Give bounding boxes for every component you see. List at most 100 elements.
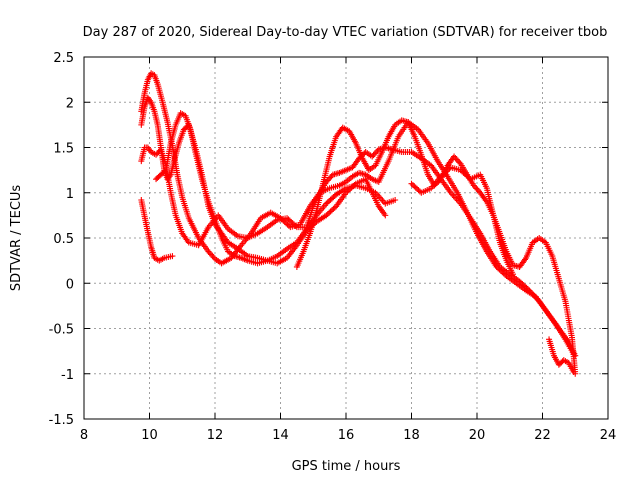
data-point xyxy=(278,216,285,223)
y-tick-label: 0.5 xyxy=(53,232,74,247)
data-point xyxy=(456,159,463,166)
data-point xyxy=(453,156,460,163)
data-point xyxy=(370,152,377,159)
y-axis-label: SDTVAR / TECUs xyxy=(9,185,24,292)
data-point xyxy=(461,171,468,178)
data-point xyxy=(208,251,215,258)
x-tick-label: 12 xyxy=(207,428,224,443)
data-point xyxy=(205,248,212,255)
data-point xyxy=(415,187,422,194)
data-point xyxy=(470,182,477,189)
data-point xyxy=(392,196,399,203)
data-point xyxy=(439,172,446,179)
series-arc-6 xyxy=(293,117,579,377)
y-tick-label: 2 xyxy=(66,96,74,111)
data-point xyxy=(452,154,459,161)
data-point xyxy=(411,183,418,190)
data-point xyxy=(323,212,330,219)
data-point xyxy=(408,180,415,187)
y-tick-label: 1.5 xyxy=(53,142,74,157)
data-point xyxy=(474,186,481,193)
series-arc-8 xyxy=(546,336,577,375)
data-point xyxy=(323,200,330,207)
data-point xyxy=(169,253,176,260)
data-point xyxy=(442,169,449,176)
data-point xyxy=(324,211,331,218)
data-point xyxy=(328,207,335,214)
data-point xyxy=(324,177,331,184)
series-arc-7 xyxy=(408,164,517,278)
data-point xyxy=(443,168,450,175)
data-points xyxy=(138,70,579,377)
data-point xyxy=(440,170,447,177)
grid xyxy=(84,57,608,419)
data-point xyxy=(326,209,333,216)
data-point xyxy=(412,184,419,191)
data-point xyxy=(206,250,213,257)
data-point xyxy=(327,196,334,203)
series-arc-1 xyxy=(138,196,176,264)
data-point xyxy=(451,153,458,160)
data-point xyxy=(285,216,292,223)
data-point xyxy=(464,173,471,180)
data-point xyxy=(326,198,333,205)
data-point xyxy=(460,169,467,176)
data-point xyxy=(277,215,284,222)
data-point xyxy=(463,172,470,179)
data-point xyxy=(472,183,479,190)
data-point xyxy=(500,270,507,277)
x-tick-label: 14 xyxy=(272,428,289,443)
data-point xyxy=(161,168,168,175)
data-point xyxy=(328,195,335,202)
data-point xyxy=(280,217,287,224)
data-point xyxy=(499,269,506,276)
data-point xyxy=(373,149,380,156)
x-tick-label: 16 xyxy=(338,428,355,443)
x-tick-label: 24 xyxy=(600,428,617,443)
data-point xyxy=(210,254,217,261)
chart-title: Day 287 of 2020, Sidereal Day-to-day VTE… xyxy=(83,25,608,40)
data-point xyxy=(446,165,453,172)
data-point xyxy=(330,205,337,212)
data-point xyxy=(493,263,500,270)
data-point xyxy=(209,252,216,259)
data-point xyxy=(284,215,291,222)
data-point xyxy=(327,208,334,215)
data-point xyxy=(331,192,338,199)
data-point xyxy=(414,185,421,192)
data-point xyxy=(455,157,462,164)
data-point xyxy=(281,218,288,225)
y-tick-labels: 2.5 2 1.5 1 0.5 0 -0.5 -1 -1.5 xyxy=(49,51,74,428)
x-tick-label: 20 xyxy=(469,428,486,443)
data-point xyxy=(324,199,331,206)
data-point xyxy=(496,266,503,273)
data-point xyxy=(331,204,338,211)
axis-ticks xyxy=(83,56,609,420)
data-point xyxy=(570,368,577,375)
x-tick-labels: 8 10 12 14 16 18 20 22 24 xyxy=(80,428,616,443)
data-point xyxy=(502,271,509,278)
y-tick-label: 1 xyxy=(66,187,74,202)
x-tick-label: 22 xyxy=(534,428,551,443)
y-tick-label: 0 xyxy=(66,277,74,292)
data-point xyxy=(284,221,291,228)
y-tick-label: -1.5 xyxy=(49,413,74,428)
data-point xyxy=(409,181,416,188)
data-point xyxy=(457,167,464,174)
data-point xyxy=(371,150,378,157)
data-point xyxy=(288,218,295,225)
data-point xyxy=(497,267,504,274)
y-tick-label: -1 xyxy=(61,368,74,383)
data-point xyxy=(473,185,480,192)
data-point xyxy=(510,271,517,278)
data-point xyxy=(437,173,444,180)
series-arc-3 xyxy=(138,70,577,357)
data-point xyxy=(330,194,337,201)
data-point xyxy=(382,212,389,219)
data-point xyxy=(327,174,334,181)
data-point xyxy=(283,220,290,227)
x-axis-label: GPS time / hours xyxy=(292,459,401,474)
y-tick-label: -0.5 xyxy=(49,323,74,338)
data-point xyxy=(286,217,293,224)
